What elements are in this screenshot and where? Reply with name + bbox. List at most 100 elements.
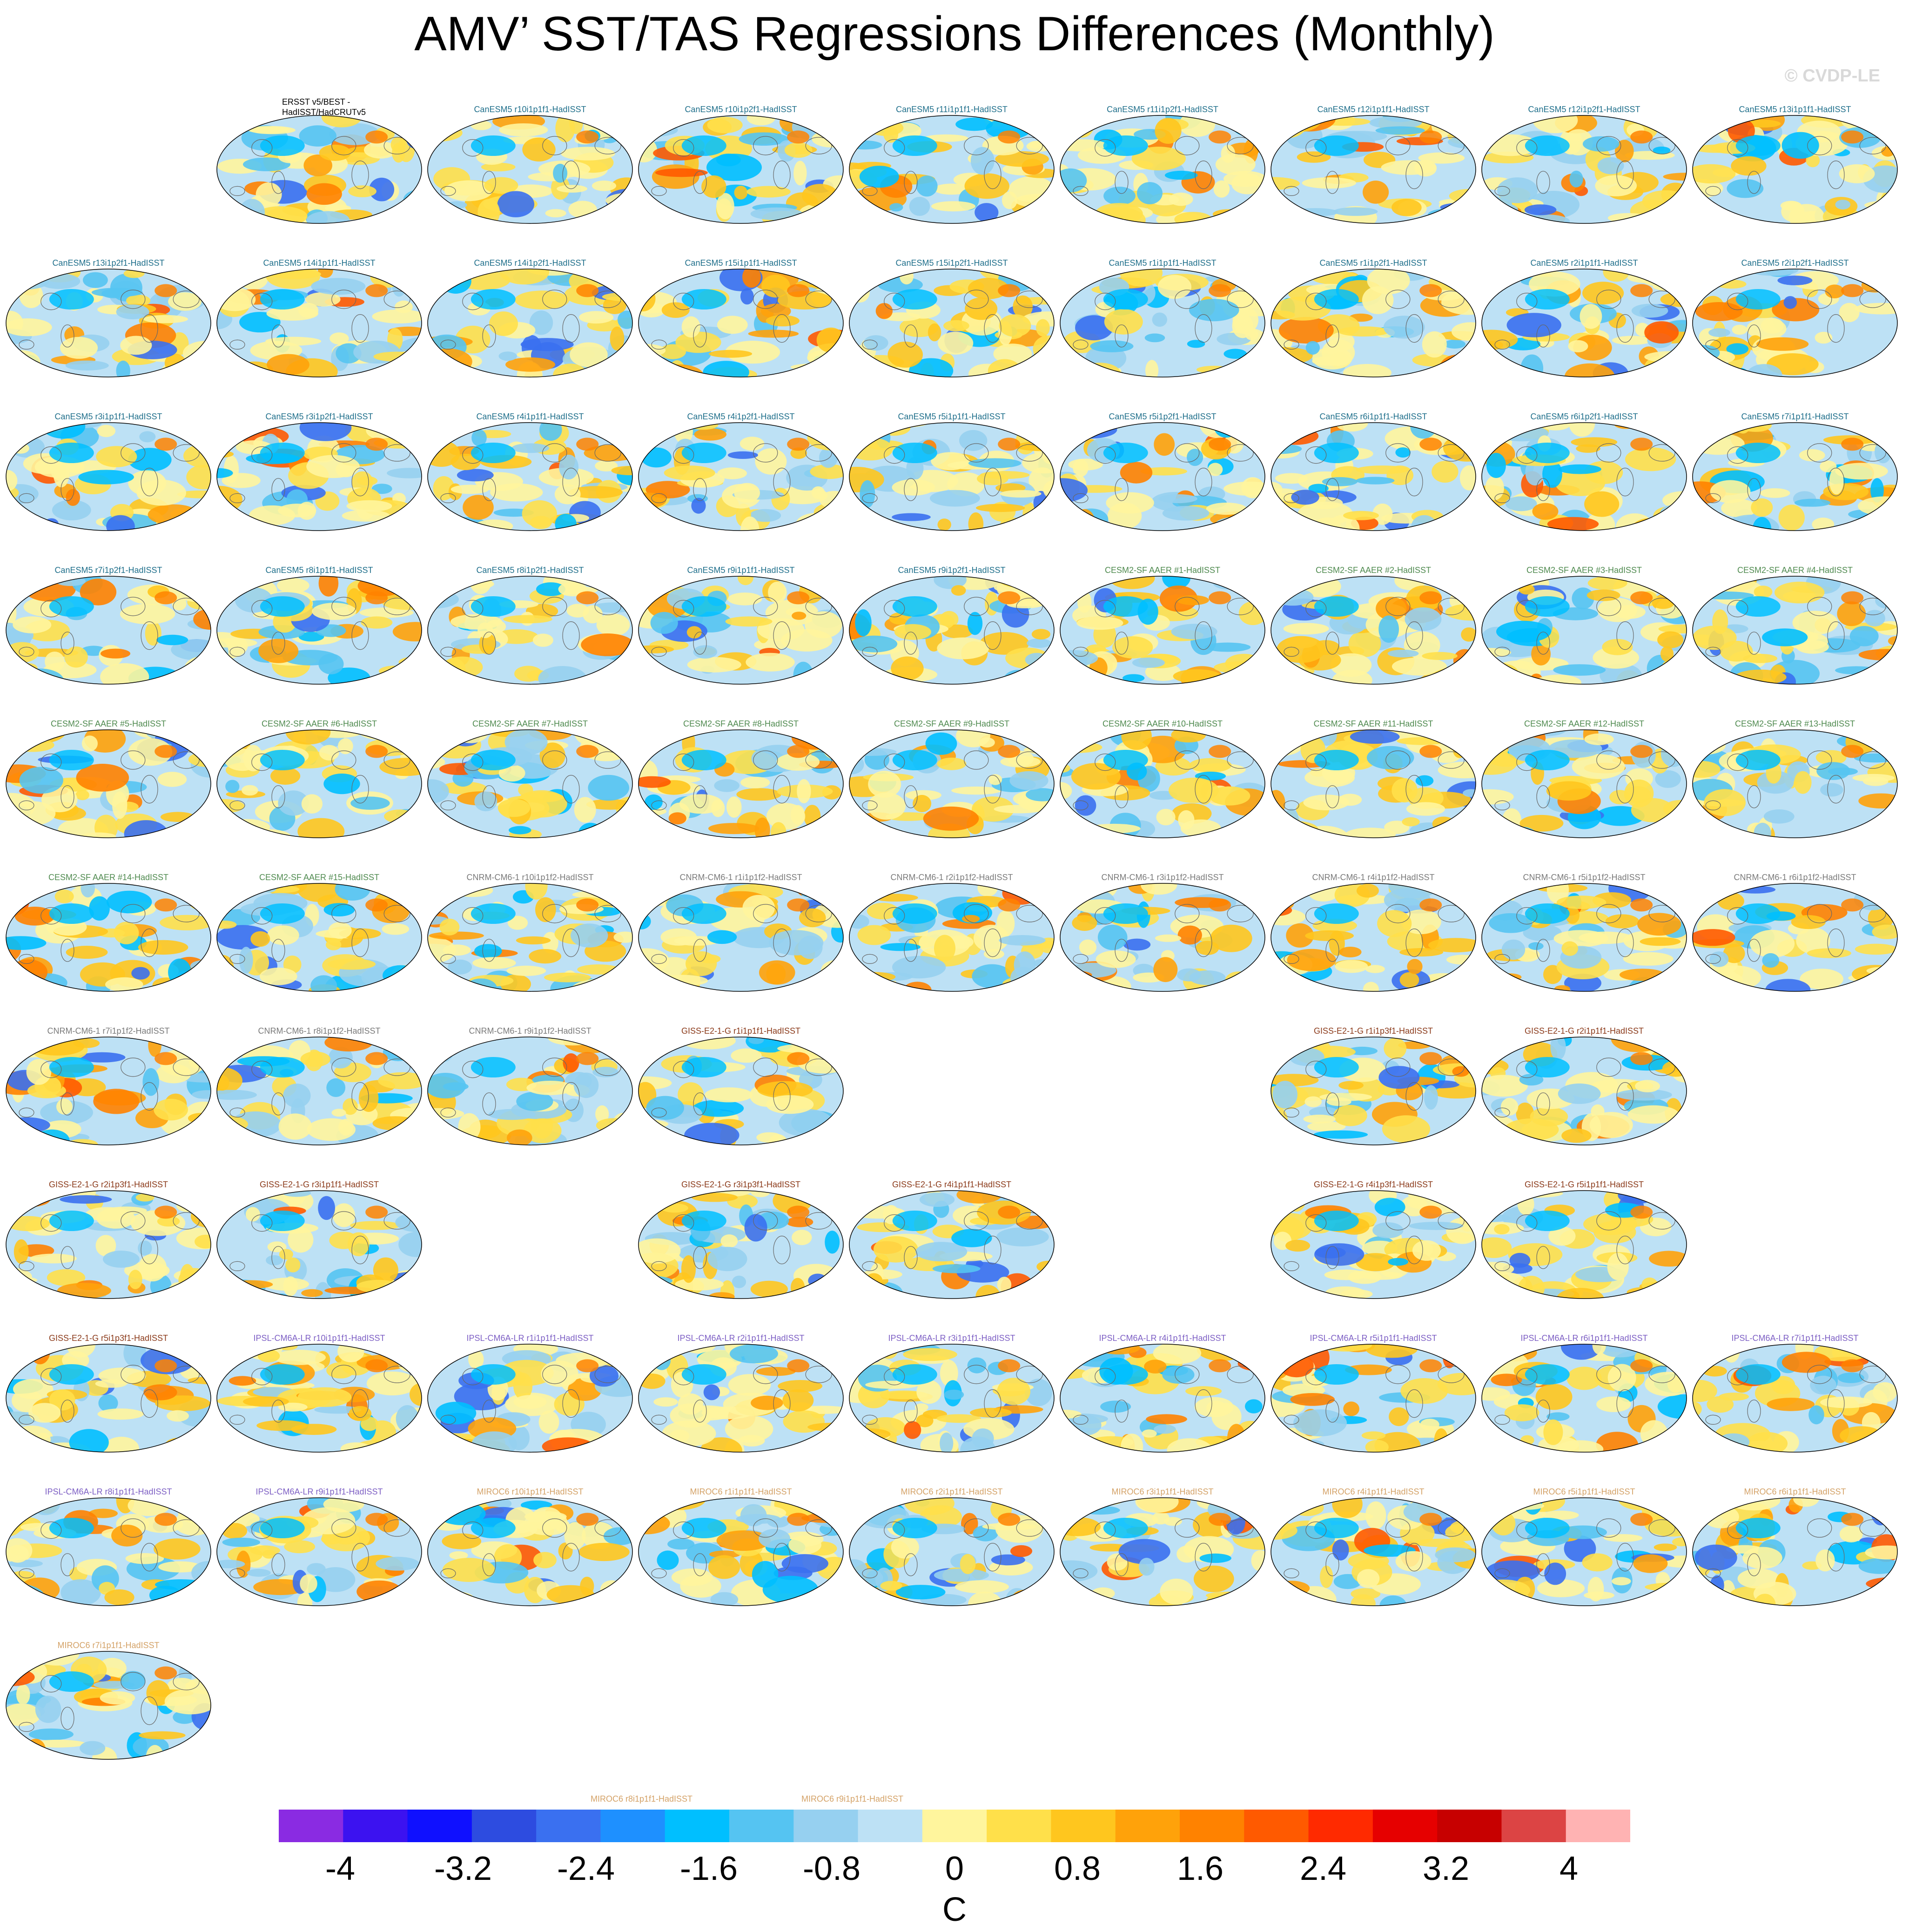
colorbar-tick-label: 1.6 (1176, 1850, 1224, 1887)
colorbar-segment (536, 1810, 601, 1842)
panel-label: CESM2-SF AAER #14-HadISST (48, 873, 169, 882)
map-panel (1481, 1344, 1687, 1453)
map-panel (427, 1037, 633, 1145)
map-panel (1060, 269, 1265, 377)
panel-label: CanESM5 r7i1p2f1-HadISST (54, 565, 162, 575)
map-panel (216, 576, 422, 685)
map-panel (1060, 883, 1265, 992)
panel-label: IPSL-CM6A-LR r10i1p1f1-HadISST (253, 1333, 385, 1343)
map-panel (638, 269, 844, 377)
map-panel (216, 729, 422, 838)
panel-label: CanESM5 r3i1p1f1-HadISST (54, 412, 162, 421)
map-panel (849, 269, 1055, 377)
panel-label: IPSL-CM6A-LR r2i1p1f1-HadISST (677, 1333, 805, 1343)
panel-label: CESM2-SF AAER #8-HadISST (683, 719, 799, 728)
panel-label: MIROC6 r1i1p1f1-HadISST (690, 1487, 792, 1496)
panel-label: MIROC6 r9i1p1f1-HadISST (801, 1794, 904, 1804)
colorbar-segment (858, 1810, 923, 1842)
colorbar-segment (793, 1810, 859, 1842)
panel-label: CanESM5 r8i1p1f1-HadISST (265, 565, 373, 575)
map-panel (6, 576, 211, 685)
map-panel (1270, 1190, 1476, 1299)
panel-label: MIROC6 r4i1p1f1-HadISST (1322, 1487, 1425, 1496)
map-panel (1481, 1497, 1687, 1606)
panel-label: CESM2-SF AAER #3-HadISST (1526, 565, 1642, 575)
map-panel (216, 422, 422, 531)
colorbar-segment (1051, 1810, 1116, 1842)
colorbar-segment (1566, 1810, 1630, 1842)
map-panel (216, 1190, 422, 1299)
panel-label: IPSL-CM6A-LR r1i1p1f1-HadISST (466, 1333, 594, 1343)
map-panel (849, 115, 1055, 224)
map-panel (1692, 1497, 1898, 1606)
colorbar-tick-label: -4 (325, 1850, 356, 1887)
panel-label: CanESM5 r9i1p1f1-HadISST (687, 565, 795, 575)
map-panel (638, 1190, 844, 1299)
colorbar-tick-label: 2.4 (1299, 1850, 1347, 1887)
panel-label: CanESM5 r4i1p1f1-HadISST (476, 412, 584, 421)
colorbar-tick-label: 3.2 (1422, 1850, 1470, 1887)
panel-label: CanESM5 r15i1p1f1-HadISST (685, 258, 797, 268)
map-panel (638, 1497, 844, 1606)
panel-label: IPSL-CM6A-LR r8i1p1f1-HadISST (45, 1487, 172, 1496)
panel-label: CanESM5 r5i1p2f1-HadISST (1109, 412, 1217, 421)
map-panel (6, 422, 211, 531)
panel-label: CESM2-SF AAER #6-HadISST (261, 719, 377, 728)
map-panel (1060, 1497, 1265, 1606)
map-panel (638, 729, 844, 838)
panel-label: CNRM-CM6-1 r6i1p1f2-HadISST (1734, 873, 1856, 882)
panel-label: CNRM-CM6-1 r9i1p1f2-HadISST (469, 1026, 592, 1036)
panel-label: GISS-E2-1-G r5i1p1f1-HadISST (1524, 1180, 1644, 1189)
panel-label: GISS-E2-1-G r4i1p3f1-HadISST (1313, 1180, 1433, 1189)
map-panel (1270, 1344, 1476, 1453)
panel-label: CanESM5 r10i1p1f1-HadISST (474, 105, 586, 114)
map-panel (1270, 1497, 1476, 1606)
colorbar-segment (343, 1810, 408, 1842)
colorbar-segment (1372, 1810, 1438, 1842)
map-panel (849, 1190, 1055, 1299)
panel-label: CNRM-CM6-1 r10i1p1f2-HadISST (466, 873, 594, 882)
colorbar-segment (729, 1810, 794, 1842)
colorbar-segment (922, 1810, 987, 1842)
map-panel (1481, 729, 1687, 838)
map-panel (849, 422, 1055, 531)
map-panel (849, 576, 1055, 685)
colorbar-segment (471, 1810, 537, 1842)
panel-label: ERSST v5/BEST - HadISST/HadCRUTv5 (282, 97, 366, 117)
panel-label: IPSL-CM6A-LR r9i1p1f1-HadISST (255, 1487, 383, 1496)
map-panel (638, 883, 844, 992)
panel-label: CanESM5 r6i1p2f1-HadISST (1530, 412, 1638, 421)
map-panel (6, 1651, 211, 1760)
panel-label: CESM2-SF AAER #10-HadISST (1102, 719, 1223, 728)
map-panel (1692, 729, 1898, 838)
panel-label: MIROC6 r10i1p1f1-HadISST (477, 1487, 584, 1496)
panel-label: CanESM5 r10i1p2f1-HadISST (685, 105, 797, 114)
map-panel (427, 1497, 633, 1606)
map-panel (6, 883, 211, 992)
map-panel (427, 883, 633, 992)
colorbar-tick-label: 0.8 (1054, 1850, 1101, 1887)
page-title: AMV’ SST/TAS Regressions Differences (Mo… (414, 7, 1495, 61)
map-panel (1270, 422, 1476, 531)
colorbar-segment (279, 1810, 343, 1842)
panel-label: CESM2-SF AAER #4-HadISST (1737, 565, 1853, 575)
panel-label: MIROC6 r8i1p1f1-HadISST (590, 1794, 693, 1804)
colorbar-segment (1180, 1810, 1244, 1842)
map-panel (1692, 883, 1898, 992)
panel-label: CanESM5 r8i1p2f1-HadISST (476, 565, 584, 575)
colorbar-tick-label: -2.4 (557, 1850, 615, 1887)
map-panel (638, 422, 844, 531)
panel-label: GISS-E2-1-G r3i1p1f1-HadISST (259, 1180, 379, 1189)
panel-label: CanESM5 r7i1p1f1-HadISST (1741, 412, 1849, 421)
map-panel (427, 729, 633, 838)
panel-label: GISS-E2-1-G r5i1p3f1-HadISST (48, 1333, 168, 1343)
map-panel (1692, 115, 1898, 224)
colorbar-segment (1115, 1810, 1180, 1842)
panel-label: CanESM5 r6i1p1f1-HadISST (1319, 412, 1427, 421)
panel-label: CanESM5 r14i1p2f1-HadISST (474, 258, 586, 268)
map-panel (427, 576, 633, 685)
panel-label: CanESM5 r2i1p2f1-HadISST (1741, 258, 1849, 268)
map-panel (1481, 115, 1687, 224)
panel-label: CNRM-CM6-1 r8i1p1f2-HadISST (258, 1026, 381, 1036)
panel-label: CESM2-SF AAER #1-HadISST (1104, 565, 1221, 575)
